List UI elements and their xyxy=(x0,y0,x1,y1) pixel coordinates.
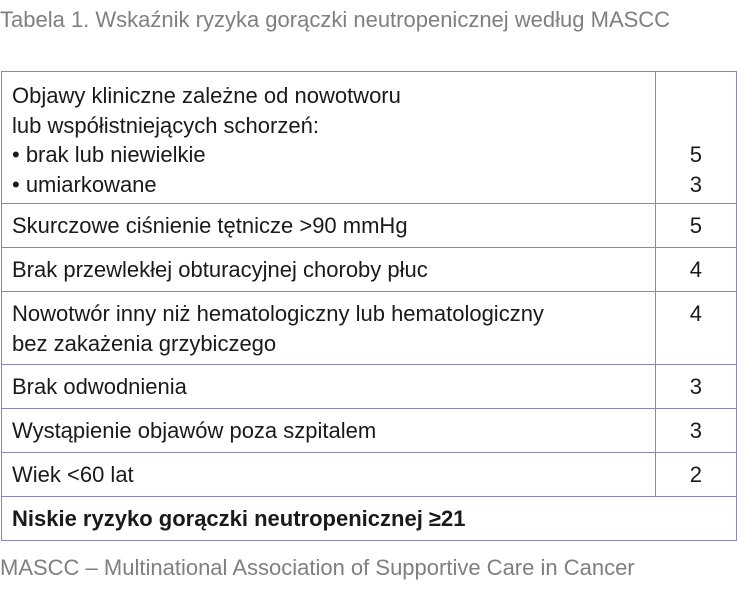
row-label: Brak odwodnienia xyxy=(1,364,656,409)
option-score: 3 xyxy=(689,171,703,197)
spacer xyxy=(666,111,726,141)
option-label: • brak lub niewielkie xyxy=(12,142,206,167)
row-score: 3 xyxy=(654,364,737,409)
table-row: Brak odwodnienia 3 xyxy=(1,364,737,409)
row-label: Wystąpienie objawów poza szpitalem xyxy=(1,408,656,453)
row-label: Nowotwór inny niż hematologiczny lub hem… xyxy=(1,291,656,365)
option-score: 5 xyxy=(689,142,703,167)
row-score: 2 xyxy=(654,452,737,497)
table-row: Wystąpienie objawów poza szpitalem 3 xyxy=(1,408,737,453)
row-score: 4 xyxy=(654,247,737,292)
row-score: 3 xyxy=(654,408,737,453)
spacer xyxy=(666,81,726,111)
mascc-score-table: Objawy kliniczne zależne od nowotworu lu… xyxy=(1,71,737,541)
total-label: Niskie ryzyko gorączki neutropenicznej ≥… xyxy=(1,496,737,541)
table-footnote: MASCC – Multinational Association of Sup… xyxy=(0,555,635,580)
table-row: Nowotwór inny niż hematologiczny lub hem… xyxy=(1,291,737,365)
row-score: 4 xyxy=(654,291,737,365)
row-label: Brak przewlekłej obturacyjnej choroby pł… xyxy=(1,247,656,292)
row-label-line: bez zakażenia grzybiczego xyxy=(12,330,277,356)
row-score: 5 xyxy=(654,203,737,248)
total-row: Niskie ryzyko gorączki neutropenicznej ≥… xyxy=(1,496,737,541)
table-caption: Tabela 1. Wskaźnik ryzyka gorączki neutr… xyxy=(0,7,671,32)
table-row: Wiek <60 lat 2 xyxy=(1,452,737,497)
table-row: Skurczowe ciśnienie tętnicze >90 mmHg 5 xyxy=(1,203,737,248)
table-row: Brak przewlekłej obturacyjnej choroby pł… xyxy=(1,247,737,292)
table-row: Objawy kliniczne zależne od nowotworu lu… xyxy=(1,71,737,204)
row-label: Skurczowe ciśnienie tętnicze >90 mmHg xyxy=(1,203,656,248)
row-label: Wiek <60 lat xyxy=(1,452,656,497)
option-label: • umiarkowane xyxy=(12,171,157,197)
row-heading-line: Objawy kliniczne zależne od nowotworu xyxy=(12,83,401,108)
row-label-line: Nowotwór inny niż hematologiczny lub hem… xyxy=(12,301,544,326)
row-label: Objawy kliniczne zależne od nowotworu lu… xyxy=(1,71,656,204)
row-heading-line: lub współistniejących schorzeń: xyxy=(12,112,319,138)
row-score: 5 3 xyxy=(654,71,737,204)
